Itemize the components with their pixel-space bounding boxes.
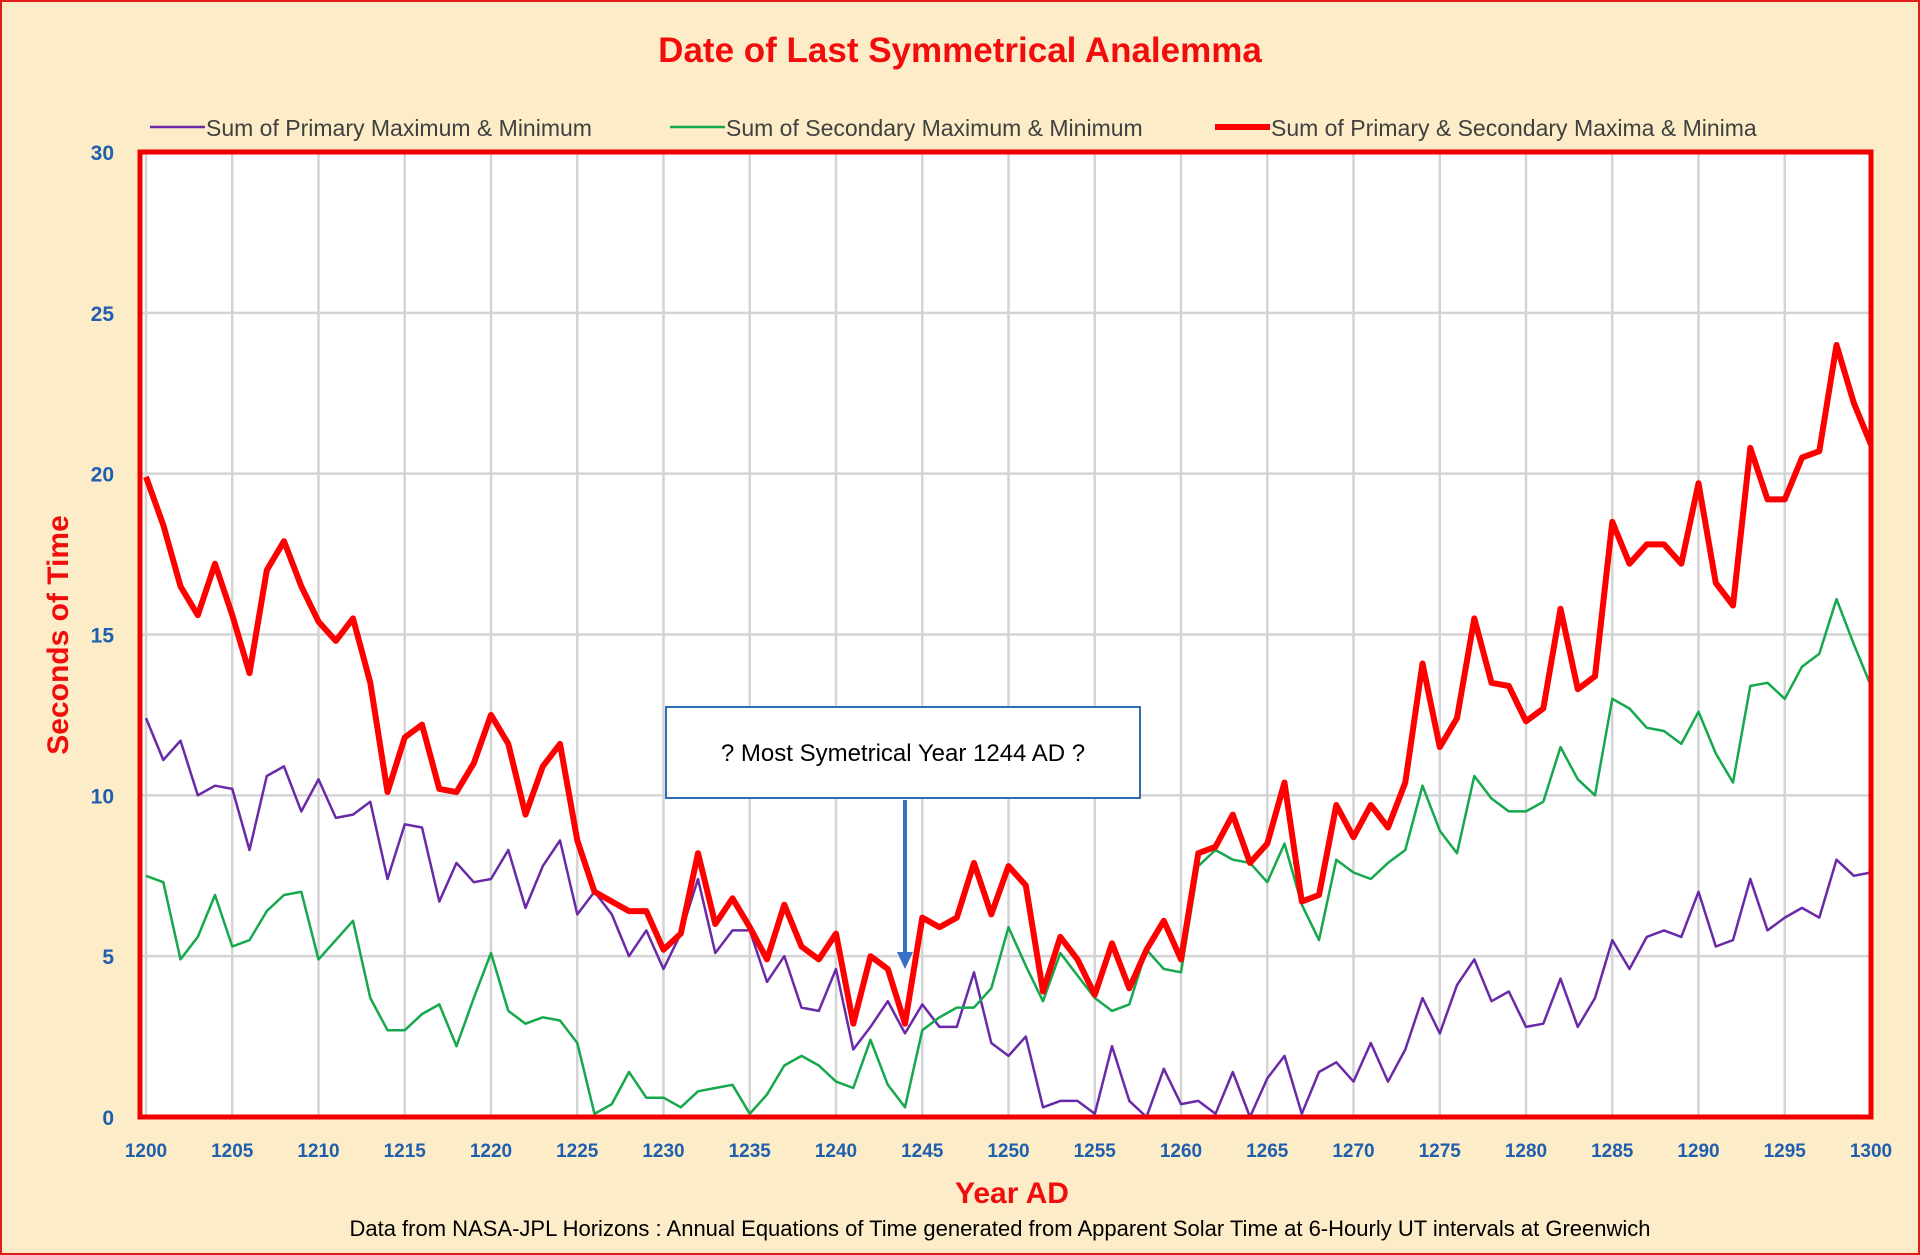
- annotation-box: [665, 706, 1141, 799]
- y-tick-labels: 0 5 10 15 20 25 30: [91, 142, 115, 1130]
- x-tick-label: 1240: [815, 1141, 857, 1162]
- x-tick-label: 1250: [987, 1141, 1029, 1162]
- legend: Sum of Primary Maximum & Minimum Sum of S…: [150, 115, 1757, 141]
- y-tick-label: 20: [91, 464, 114, 487]
- legend-label-3: Sum of Primary & Secondary Maxima & Mini…: [1271, 115, 1757, 141]
- annotation-arrowhead: [897, 952, 913, 970]
- annotation: ? Most Symetrical Year 1244 AD ?: [665, 706, 1141, 970]
- x-tick-label: 1200: [125, 1141, 167, 1162]
- x-tick-labels: 1200 1205 1210 1215 1220 1225 1230 1235 1240 1245…: [125, 1141, 1892, 1162]
- x-tick-label: 1285: [1591, 1141, 1634, 1162]
- x-tick-label: 1215: [384, 1141, 427, 1162]
- annotation-text: ? Most Symetrical Year 1244 AD ?: [721, 740, 1085, 767]
- legend-label-1: Sum of Primary Maximum & Minimum: [206, 115, 592, 141]
- y-tick-label: 0: [102, 1107, 114, 1130]
- x-tick-label: 1295: [1764, 1141, 1807, 1162]
- x-tick-label: 1260: [1160, 1141, 1202, 1162]
- x-tick-label: 1205: [211, 1141, 254, 1162]
- series-line-3: [143, 342, 1874, 1027]
- data-source-note: Data from NASA-JPL Horizons : Annual Equ…: [349, 1216, 1650, 1241]
- x-tick-label: 1300: [1850, 1141, 1892, 1162]
- chart-title: Date of Last Symmetrical Analemma: [658, 31, 1262, 70]
- x-tick-label: 1230: [642, 1141, 684, 1162]
- legend-label-2: Sum of Secondary Maximum & Minimum: [726, 115, 1143, 141]
- x-tick-label: 1275: [1419, 1141, 1462, 1162]
- y-tick-label: 10: [91, 785, 114, 808]
- x-tick-label: 1270: [1332, 1141, 1374, 1162]
- series-line-2: [145, 597, 1873, 1116]
- x-tick-label: 1280: [1505, 1141, 1547, 1162]
- x-tick-label: 1290: [1677, 1141, 1719, 1162]
- x-tick-label: 1235: [729, 1141, 772, 1162]
- plot-border: [137, 149, 1874, 1120]
- y-axis-label: Seconds of Time: [42, 515, 75, 755]
- x-tick-label: 1255: [1074, 1141, 1117, 1162]
- x-axis-label: Year AD: [955, 1177, 1069, 1210]
- y-tick-label: 25: [91, 303, 115, 326]
- x-tick-label: 1245: [901, 1141, 944, 1162]
- series-group: [143, 342, 1874, 1119]
- x-tick-label: 1220: [470, 1141, 512, 1162]
- y-tick-label: 5: [102, 946, 114, 969]
- x-tick-label: 1265: [1246, 1141, 1289, 1162]
- series-line-1: [144, 717, 1872, 1119]
- y-tick-label: 30: [91, 142, 114, 165]
- x-tick-label: 1225: [556, 1141, 599, 1162]
- y-tick-label: 15: [91, 625, 115, 648]
- x-tick-label: 1210: [297, 1141, 339, 1162]
